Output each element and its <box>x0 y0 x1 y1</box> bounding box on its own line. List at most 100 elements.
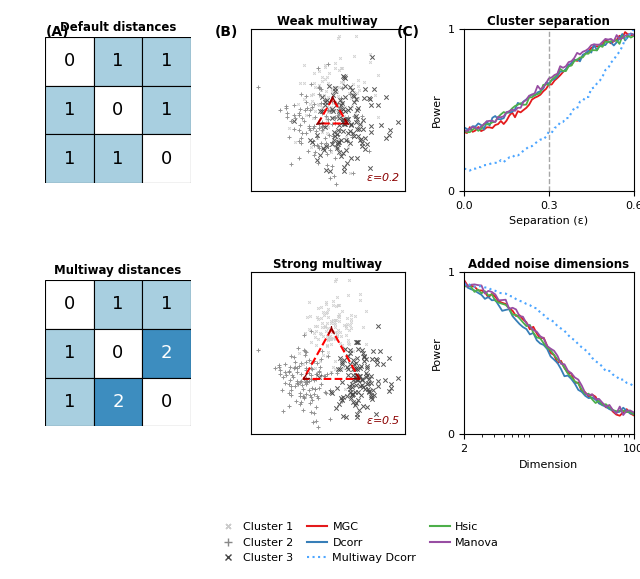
Point <box>348 390 358 400</box>
Text: 0: 0 <box>113 344 124 362</box>
Hsic <box>571 378 579 384</box>
Point <box>325 335 335 344</box>
Point <box>323 69 333 78</box>
Text: 0: 0 <box>161 150 172 168</box>
Point <box>348 397 358 406</box>
Line: Hsic: Hsic <box>464 285 634 414</box>
Text: 1: 1 <box>161 52 172 70</box>
Point <box>335 104 345 113</box>
Point <box>346 120 356 129</box>
MGC <box>540 334 548 341</box>
Point <box>278 406 288 416</box>
Point <box>284 388 294 397</box>
Bar <box>93 378 142 426</box>
MGC <box>578 388 586 395</box>
Point <box>317 105 327 115</box>
Point <box>309 408 319 417</box>
Hsic <box>623 409 630 416</box>
Point <box>318 331 328 340</box>
Manova <box>610 38 618 45</box>
Manova <box>533 328 541 335</box>
Point <box>309 389 319 398</box>
Point <box>367 394 378 404</box>
Point <box>355 371 365 380</box>
Hsic <box>547 347 554 354</box>
Text: $\varepsilon$=0.5: $\varepsilon$=0.5 <box>365 414 400 426</box>
Manova <box>630 31 637 38</box>
Manova <box>502 109 510 116</box>
Point <box>320 62 330 71</box>
Hsic <box>460 127 468 134</box>
Point <box>371 354 381 364</box>
Point <box>392 117 403 126</box>
Point <box>346 317 356 327</box>
Point <box>375 347 385 356</box>
Point <box>312 158 323 167</box>
Point <box>372 360 382 369</box>
Manova <box>581 390 589 397</box>
MGC <box>512 313 520 320</box>
Point <box>349 131 360 141</box>
Point <box>298 384 308 394</box>
Point <box>317 123 327 132</box>
Point <box>342 391 353 400</box>
Multiway Dcorr <box>488 287 495 294</box>
Multiway Dcorr <box>509 293 516 300</box>
Point <box>351 337 361 346</box>
Line: Multiway Dcorr: Multiway Dcorr <box>464 283 634 386</box>
Point <box>309 68 319 77</box>
Point <box>319 91 329 101</box>
Point <box>323 108 333 117</box>
Point <box>322 95 332 104</box>
Point <box>353 114 363 123</box>
Point <box>321 369 332 379</box>
Point <box>344 89 354 98</box>
Point <box>323 114 333 123</box>
Multiway Dcorr <box>612 373 620 380</box>
Bar <box>142 37 191 86</box>
Point <box>331 302 341 311</box>
Point <box>321 299 331 309</box>
Point <box>306 338 316 347</box>
Point <box>356 346 367 355</box>
Point <box>305 369 315 378</box>
Manova <box>592 395 600 402</box>
Point <box>328 362 339 372</box>
Point <box>300 378 310 387</box>
Point <box>316 85 326 94</box>
Point <box>353 103 363 112</box>
Point <box>294 378 305 387</box>
Point <box>338 105 348 114</box>
Point <box>346 119 356 129</box>
Point <box>253 82 263 91</box>
Hsic <box>481 288 489 295</box>
Point <box>345 126 355 135</box>
Point <box>301 373 312 383</box>
Point <box>333 91 343 100</box>
Point <box>307 142 317 152</box>
Point <box>314 372 324 382</box>
Point <box>338 75 348 85</box>
Point <box>321 112 331 121</box>
Point <box>275 365 285 375</box>
Text: (C): (C) <box>397 25 420 39</box>
Point <box>317 119 327 128</box>
Multiway Dcorr <box>460 281 468 288</box>
Hsic <box>540 340 548 347</box>
Point <box>330 316 340 325</box>
Point <box>336 355 346 364</box>
Point <box>310 384 320 393</box>
Point <box>385 125 395 134</box>
Point <box>327 120 337 129</box>
Point <box>353 81 363 90</box>
Multiway Dcorr <box>499 290 506 296</box>
Point <box>335 339 346 348</box>
Manova <box>522 96 530 103</box>
Point <box>310 321 320 331</box>
Hsic <box>543 345 551 351</box>
Point <box>339 163 349 172</box>
Multiway Dcorr <box>505 292 513 299</box>
Multiway Dcorr <box>627 380 634 387</box>
Point <box>343 115 353 124</box>
Point <box>300 105 310 114</box>
